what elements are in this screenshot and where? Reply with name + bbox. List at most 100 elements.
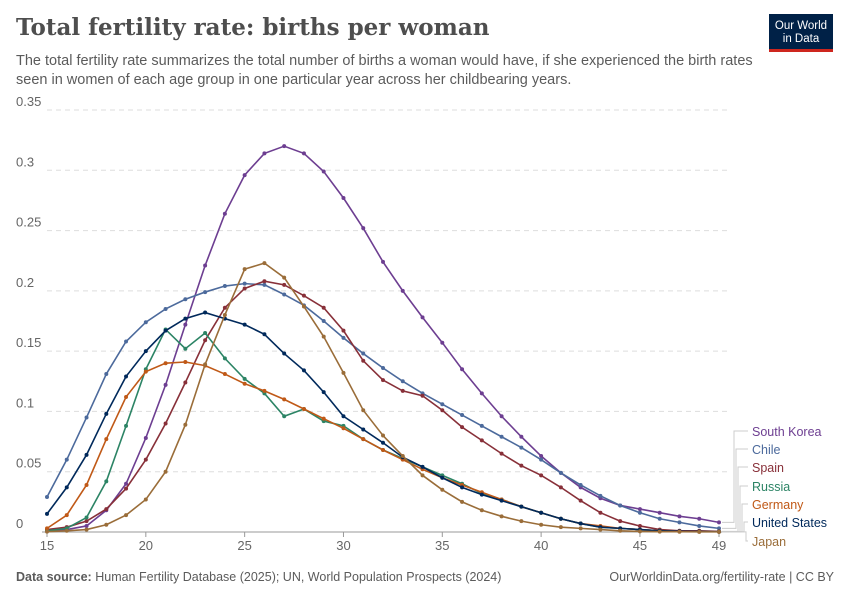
y-tick-label: 0.05 (16, 456, 41, 471)
data-point (143, 457, 148, 462)
data-point (143, 497, 148, 502)
data-point (677, 529, 682, 534)
data-point (400, 454, 405, 459)
source-link[interactable]: OurWorldinData.org/fertility-rate | CC B… (609, 570, 834, 584)
data-point (183, 359, 188, 364)
x-tick-label: 20 (139, 538, 153, 553)
data-point (618, 503, 623, 508)
data-point (381, 448, 385, 453)
legend-label: Chile (752, 443, 781, 457)
data-point (499, 451, 504, 456)
data-point (183, 346, 188, 351)
data-point (479, 438, 484, 443)
data-point (242, 286, 247, 291)
data-point (163, 328, 168, 333)
data-point (84, 482, 89, 487)
legend-label: South Korea (752, 425, 822, 439)
data-point (361, 437, 366, 442)
data-point (124, 486, 129, 491)
data-point (440, 408, 445, 413)
x-tick-label: 49 (712, 538, 726, 553)
data-point (203, 263, 208, 268)
data-point (124, 423, 129, 428)
data-point (104, 437, 109, 442)
data-point (321, 390, 326, 395)
data-point (519, 519, 524, 524)
data-point (301, 151, 306, 156)
data-point (618, 528, 623, 533)
series-line-united-states (46, 311, 720, 533)
data-point (321, 305, 326, 310)
data-point (262, 388, 267, 393)
data-point (203, 338, 208, 343)
data-point (381, 378, 385, 383)
data-point (242, 173, 247, 178)
data-point (539, 454, 544, 459)
owid-logo[interactable]: Our World in Data (769, 14, 833, 52)
data-point (262, 151, 267, 156)
data-point (143, 320, 148, 325)
data-point (84, 415, 89, 420)
data-point (361, 351, 366, 356)
data-point (539, 473, 544, 478)
data-point (222, 305, 227, 310)
data-point (558, 516, 563, 521)
data-point (539, 457, 544, 462)
y-tick-label: 0.1 (16, 395, 34, 410)
data-point (203, 310, 208, 315)
data-point (282, 397, 287, 402)
data-point (84, 527, 89, 532)
data-point (637, 523, 642, 528)
y-tick-label: 0.25 (16, 215, 41, 230)
y-tick-label: 0 (16, 516, 23, 531)
data-point (321, 169, 326, 174)
data-point (262, 282, 267, 287)
data-point (45, 526, 49, 531)
data-point (64, 457, 69, 462)
data-point (499, 434, 504, 439)
data-point (282, 282, 287, 287)
legend-connector (722, 448, 748, 529)
data-point (163, 469, 168, 474)
data-point (45, 529, 49, 534)
series-line-spain (46, 280, 720, 533)
legend-connector (722, 430, 748, 523)
data-point (519, 504, 524, 509)
data-point (697, 523, 702, 528)
data-point (637, 507, 642, 512)
data-point (301, 293, 306, 298)
data-point (143, 435, 148, 440)
data-point (341, 328, 346, 333)
data-source: Data source: Human Fertility Database (2… (16, 570, 501, 584)
data-point (519, 434, 524, 439)
data-point (361, 358, 366, 363)
data-point (84, 523, 89, 528)
data-point (460, 485, 465, 490)
data-point (499, 514, 504, 519)
data-point (499, 414, 504, 419)
data-point (222, 356, 227, 361)
data-point (519, 463, 524, 468)
data-point (183, 322, 188, 327)
data-point (578, 526, 583, 531)
data-point (400, 288, 405, 293)
data-point (45, 495, 49, 500)
data-point (460, 413, 465, 418)
x-tick-label: 15 (40, 538, 54, 553)
data-point (321, 334, 326, 339)
data-point (400, 379, 405, 384)
data-point (341, 370, 346, 375)
data-point (163, 361, 168, 366)
data-point (222, 312, 227, 317)
data-point (381, 440, 385, 445)
legend-label: United States (752, 516, 827, 530)
data-point (578, 498, 583, 503)
legend-label: Russia (752, 480, 790, 494)
data-point (242, 376, 247, 381)
data-point (84, 452, 89, 457)
legend-connector (722, 521, 748, 533)
y-tick-label: 0.2 (16, 275, 34, 290)
data-point (183, 316, 188, 321)
data-point (479, 492, 484, 497)
